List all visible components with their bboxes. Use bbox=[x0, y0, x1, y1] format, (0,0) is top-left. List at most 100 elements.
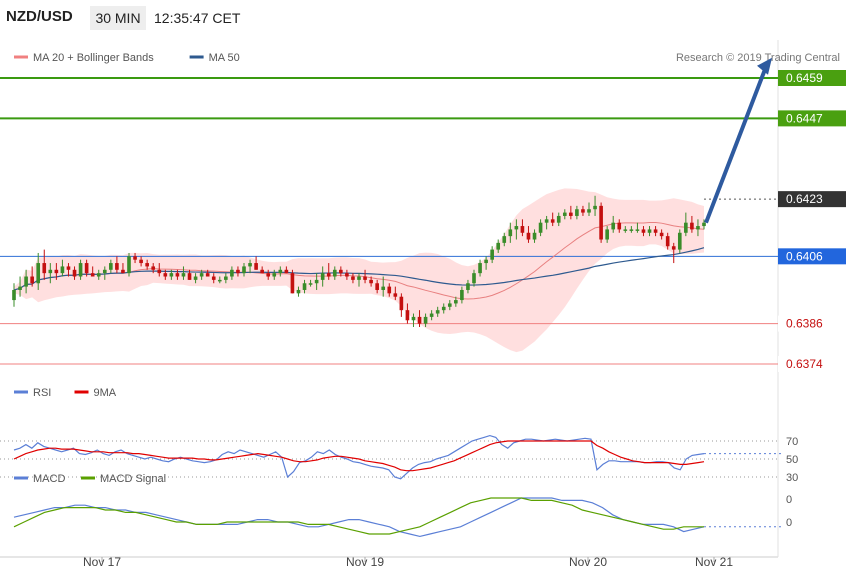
rsi-tick-label: 70 bbox=[786, 436, 798, 448]
level-tag bbox=[778, 315, 846, 332]
candle-body bbox=[423, 316, 428, 324]
candle-body bbox=[435, 310, 440, 314]
candle-body bbox=[357, 276, 361, 280]
candle-body bbox=[611, 222, 616, 230]
candle-body bbox=[544, 219, 549, 223]
legend-label: MA 20 + Bollinger Bands bbox=[33, 52, 154, 64]
candle-body bbox=[133, 256, 137, 260]
candle-body bbox=[605, 229, 609, 240]
macd-tick-label: 0 bbox=[786, 494, 792, 506]
candle-body bbox=[405, 310, 410, 321]
candle-body bbox=[187, 273, 192, 280]
candle-body bbox=[617, 222, 622, 230]
candle-body bbox=[671, 246, 676, 250]
candle-body bbox=[266, 273, 271, 277]
candle-body bbox=[659, 232, 664, 237]
candle-body bbox=[684, 222, 688, 233]
candle-body bbox=[260, 269, 264, 274]
candle-body bbox=[581, 209, 585, 213]
candle-body bbox=[211, 276, 216, 280]
chart-header: NZD/USD 30 MIN 12:35:47 CET bbox=[0, 0, 850, 36]
candle-body bbox=[163, 273, 168, 277]
candle-body bbox=[629, 229, 634, 231]
candle-body bbox=[466, 283, 470, 290]
level-label-0.6459: 0.6459 bbox=[786, 71, 823, 85]
candle-body bbox=[121, 269, 125, 274]
level-tag bbox=[778, 356, 846, 372]
candle-body bbox=[78, 263, 83, 277]
candle-body bbox=[575, 209, 579, 216]
forecast-arrow bbox=[704, 66, 768, 224]
macd-legend-label: MACD Signal bbox=[100, 473, 166, 485]
candle-body bbox=[248, 263, 252, 267]
candle-body bbox=[411, 316, 416, 321]
candle-body bbox=[242, 266, 246, 274]
candle-body bbox=[217, 279, 222, 282]
candle-body bbox=[429, 313, 434, 317]
pair-title: NZD/USD bbox=[6, 8, 73, 25]
candle-body bbox=[48, 269, 53, 274]
candle-body bbox=[115, 263, 119, 270]
macd-series-MACD bbox=[13, 497, 705, 538]
candle-body bbox=[157, 269, 162, 274]
candle-body bbox=[18, 286, 22, 290]
candle-body bbox=[351, 276, 355, 280]
candle-body bbox=[54, 269, 59, 274]
candle-body bbox=[36, 263, 41, 284]
candle-body bbox=[314, 279, 319, 284]
candle-body bbox=[169, 273, 174, 277]
timeframe-selector[interactable]: 30 MIN bbox=[90, 6, 146, 30]
level-tag bbox=[778, 248, 846, 265]
candle-body bbox=[460, 289, 464, 301]
rsi-tick-label: 30 bbox=[786, 472, 798, 484]
candle-body bbox=[363, 276, 367, 280]
candle-body bbox=[696, 226, 700, 230]
candle-body bbox=[308, 283, 313, 285]
candle-body bbox=[345, 273, 349, 277]
candle-body bbox=[60, 266, 65, 274]
candle-body bbox=[502, 236, 507, 243]
candle-body bbox=[199, 273, 204, 277]
x-label: Nov 21 bbox=[695, 555, 733, 569]
candle-body bbox=[302, 283, 307, 290]
candle-body bbox=[193, 276, 198, 280]
rsi-legend-label: 9MA bbox=[94, 387, 117, 399]
candle-body bbox=[447, 303, 452, 307]
candle-body bbox=[30, 276, 34, 284]
candle-body bbox=[320, 273, 325, 280]
candle-body bbox=[272, 273, 277, 277]
candle-body bbox=[623, 229, 628, 231]
candle-body bbox=[326, 273, 331, 277]
candle-body bbox=[296, 289, 301, 294]
candle-body bbox=[139, 259, 143, 264]
candle-body bbox=[96, 273, 101, 277]
level-label-0.6386: 0.6386 bbox=[786, 317, 823, 331]
candle-body bbox=[599, 205, 603, 240]
rsi-legend-label: RSI bbox=[33, 387, 51, 399]
candle-body bbox=[690, 222, 694, 230]
candle-body bbox=[102, 269, 107, 274]
level-label-0.6447: 0.6447 bbox=[786, 111, 823, 125]
x-label: Nov 20 bbox=[569, 555, 607, 569]
level-label-0.6406: 0.6406 bbox=[786, 249, 823, 263]
candle-body bbox=[514, 226, 519, 230]
macd-tick-label: 0 bbox=[786, 517, 792, 529]
level-tag bbox=[778, 70, 846, 86]
candle-body bbox=[441, 306, 446, 311]
candle-body bbox=[236, 269, 240, 274]
candle-body bbox=[472, 273, 476, 284]
candle-body bbox=[42, 263, 47, 274]
macd-legend-label: MACD bbox=[33, 473, 65, 485]
candle-body bbox=[587, 209, 591, 213]
candle-body bbox=[496, 242, 501, 250]
rsi-series-RSI bbox=[13, 434, 705, 480]
level-tag bbox=[778, 191, 846, 208]
candle-body bbox=[569, 212, 573, 216]
candle-body bbox=[490, 249, 494, 260]
candle-body bbox=[339, 269, 343, 274]
candle-body bbox=[181, 273, 186, 277]
candle-body bbox=[205, 273, 210, 277]
candle-body bbox=[66, 266, 71, 270]
candle-body bbox=[151, 266, 156, 270]
